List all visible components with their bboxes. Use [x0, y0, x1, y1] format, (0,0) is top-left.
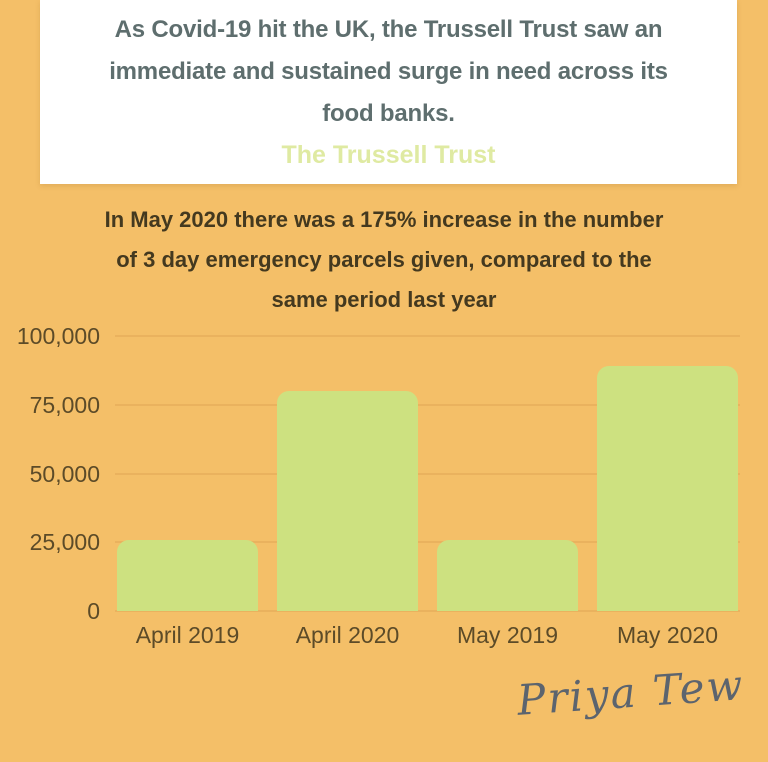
y-tick-label-50000: 50,000 — [29, 460, 100, 487]
chart-title: In May 2020 there was a 175% increase in… — [0, 200, 768, 320]
quote-attribution: The Trussell Trust — [281, 141, 496, 169]
bar-april-2020 — [277, 391, 418, 611]
quote-card: As Covid-19 hit the UK, the Trussell Tru… — [40, 0, 737, 184]
gridline-100000 — [115, 335, 740, 337]
quote-line-2: immediate and sustained surge in need ac… — [109, 58, 668, 85]
bar-april-2019 — [117, 539, 258, 611]
x-axis-label-april-2020: April 2020 — [295, 622, 400, 648]
y-tick-label-25000: 25,000 — [29, 529, 100, 556]
bar-chart-plot-area: 100,000 75,000 50,000 25,000 0 — [17, 324, 740, 623]
x-axis-labels: April 2019 April 2020 May 2019 May 2020 — [115, 621, 740, 649]
x-axis-baseline — [115, 610, 740, 612]
gridline-75000 — [115, 403, 740, 406]
y-tick-label-0: 0 — [87, 598, 100, 624]
x-axis-label-april-2019: April 2019 — [135, 622, 240, 648]
chart-title-line-3: same period last year — [271, 287, 497, 312]
x-axis-label-may-2020: May 2020 — [616, 622, 718, 648]
y-tick-label-75000: 75,000 — [29, 391, 100, 418]
bar-series — [115, 336, 740, 611]
bar-may-2020 — [597, 366, 738, 611]
quote-line-3: food banks. — [322, 100, 455, 127]
author-signature: Priya Tew — [515, 660, 746, 725]
y-tick-label-100000: 100,000 — [16, 323, 100, 349]
chart-title-line-2: of 3 day emergency parcels given, compar… — [116, 247, 652, 272]
bar-may-2019 — [437, 539, 578, 611]
chart-title-line-1: In May 2020 there was a 175% increase in… — [104, 207, 664, 232]
x-axis-label-may-2019: May 2019 — [456, 622, 558, 648]
gridline-50000 — [115, 472, 740, 475]
quote-line-1: As Covid-19 hit the UK, the Trussell Tru… — [114, 16, 663, 43]
gridline-25000 — [115, 541, 740, 544]
